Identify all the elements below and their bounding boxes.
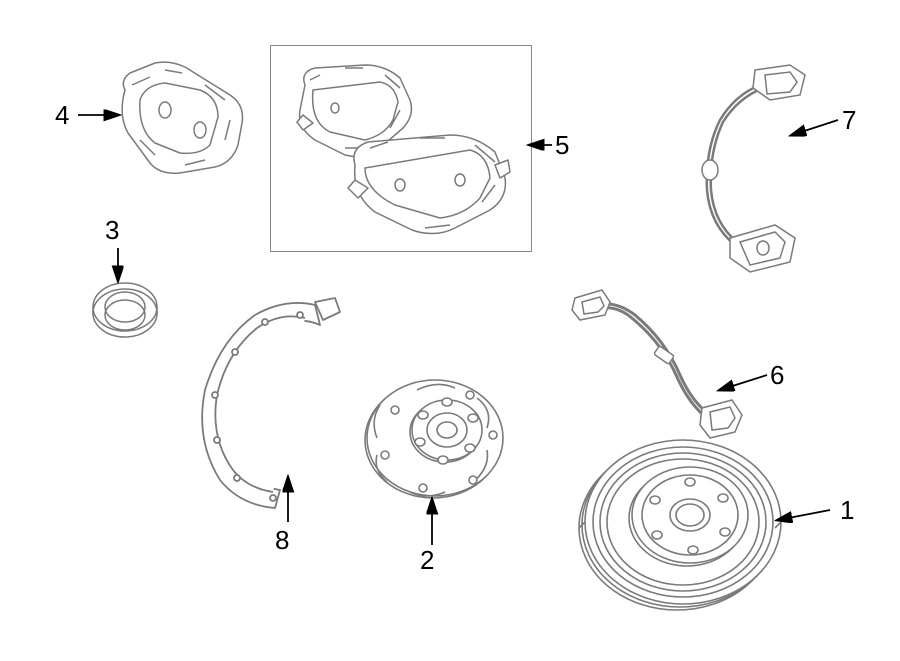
- parts-diagram: 1 2 3 4 5 6 7 8: [0, 0, 900, 661]
- arrows: [0, 0, 900, 661]
